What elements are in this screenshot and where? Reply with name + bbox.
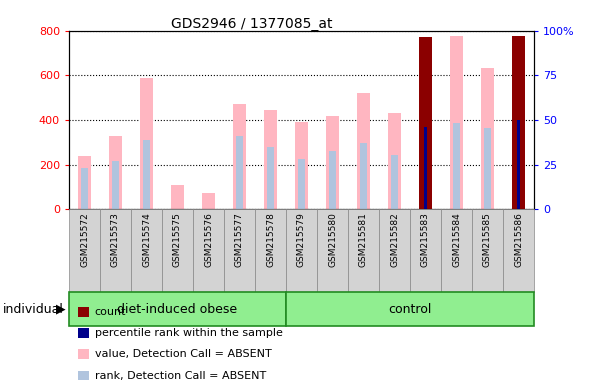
Bar [264, 110, 277, 209]
Bar [298, 159, 305, 209]
Bar [143, 140, 149, 209]
Text: GSM215573: GSM215573 [111, 212, 120, 266]
Text: GSM215582: GSM215582 [390, 212, 399, 266]
Bar [172, 185, 184, 209]
Bar [419, 37, 432, 209]
FancyBboxPatch shape [131, 209, 162, 292]
Text: ▶: ▶ [56, 303, 65, 316]
Text: individual: individual [3, 303, 64, 316]
Bar [109, 136, 122, 209]
Text: GSM215572: GSM215572 [80, 212, 89, 266]
FancyBboxPatch shape [379, 209, 410, 292]
Bar [236, 136, 242, 209]
Bar [233, 104, 246, 209]
FancyBboxPatch shape [503, 209, 534, 292]
Text: GSM215581: GSM215581 [359, 212, 368, 266]
Bar [424, 127, 427, 209]
Text: GSM215575: GSM215575 [173, 212, 182, 266]
FancyBboxPatch shape [472, 209, 503, 292]
FancyBboxPatch shape [348, 209, 379, 292]
Bar [512, 36, 524, 209]
Text: GSM215580: GSM215580 [328, 212, 337, 266]
Text: value, Detection Call = ABSENT: value, Detection Call = ABSENT [95, 349, 272, 359]
Bar [78, 156, 91, 209]
FancyBboxPatch shape [69, 292, 286, 326]
FancyBboxPatch shape [286, 292, 534, 326]
FancyBboxPatch shape [286, 209, 317, 292]
Bar [391, 155, 398, 209]
FancyBboxPatch shape [193, 209, 224, 292]
Bar [326, 116, 338, 209]
Text: count: count [95, 307, 127, 317]
Text: GSM215584: GSM215584 [452, 212, 461, 266]
FancyBboxPatch shape [441, 209, 472, 292]
Text: GSM215576: GSM215576 [204, 212, 213, 266]
Bar [517, 120, 520, 209]
Text: GSM215585: GSM215585 [483, 212, 492, 266]
Bar [268, 147, 274, 209]
Bar [202, 192, 215, 209]
FancyBboxPatch shape [410, 209, 441, 292]
Text: GDS2946 / 1377085_at: GDS2946 / 1377085_at [171, 17, 333, 31]
FancyBboxPatch shape [69, 209, 100, 292]
Text: control: control [388, 303, 431, 316]
Text: GSM215586: GSM215586 [514, 212, 523, 266]
Text: GSM215577: GSM215577 [235, 212, 244, 266]
FancyBboxPatch shape [100, 209, 131, 292]
Bar [358, 93, 370, 209]
Bar [112, 161, 119, 209]
Text: GSM215574: GSM215574 [142, 212, 151, 266]
FancyBboxPatch shape [255, 209, 286, 292]
Text: diet-induced obese: diet-induced obese [118, 303, 238, 316]
Bar [481, 68, 494, 209]
Bar [454, 123, 460, 209]
FancyBboxPatch shape [317, 209, 348, 292]
Bar [484, 128, 491, 209]
Bar [450, 36, 463, 209]
FancyBboxPatch shape [162, 209, 193, 292]
Bar [82, 168, 88, 209]
Bar [140, 78, 153, 209]
FancyBboxPatch shape [224, 209, 255, 292]
Text: GSM215578: GSM215578 [266, 212, 275, 266]
Bar [295, 122, 308, 209]
Text: GSM215579: GSM215579 [297, 212, 306, 266]
Bar [329, 151, 335, 209]
Text: percentile rank within the sample: percentile rank within the sample [95, 328, 283, 338]
Text: GSM215583: GSM215583 [421, 212, 430, 266]
Text: rank, Detection Call = ABSENT: rank, Detection Call = ABSENT [95, 371, 266, 381]
Bar [361, 144, 367, 209]
Bar [388, 113, 401, 209]
